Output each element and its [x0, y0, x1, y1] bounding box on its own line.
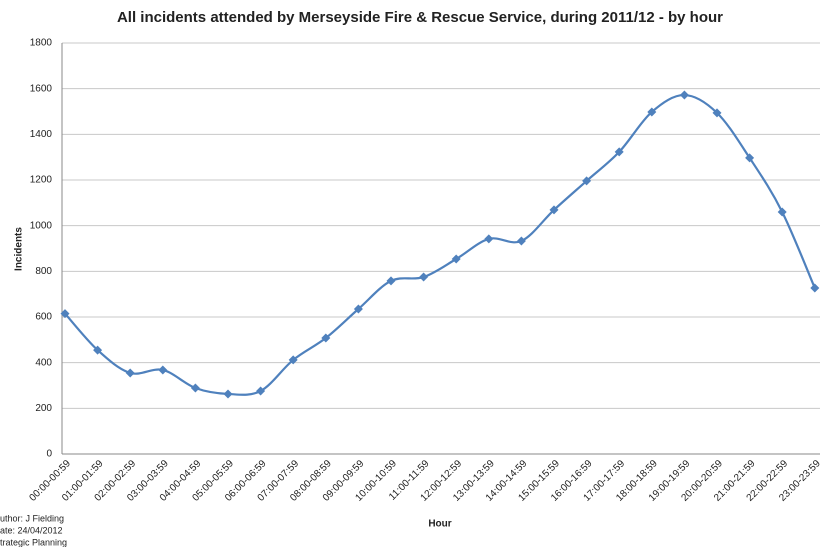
y-tick-label: 1200 — [30, 175, 53, 186]
y-tick-label: 0 — [46, 449, 52, 460]
y-tick-label: 1600 — [30, 83, 53, 94]
y-tick-label: 400 — [35, 357, 52, 368]
marker — [386, 276, 396, 286]
marker — [582, 176, 592, 186]
marker — [353, 304, 363, 314]
marker — [190, 383, 200, 393]
y-tick-label: 1000 — [30, 220, 53, 231]
footnote: uthor: J Fielding — [0, 513, 64, 523]
y-tick-label: 200 — [35, 403, 52, 414]
marker — [679, 90, 689, 100]
marker — [777, 207, 787, 217]
marker — [484, 234, 494, 244]
marker — [516, 236, 526, 246]
y-tick-label: 600 — [35, 312, 52, 323]
series-line — [64, 93, 816, 396]
y-tick-label: 800 — [35, 266, 52, 277]
marker — [223, 389, 233, 399]
marker — [321, 333, 331, 343]
marker — [549, 205, 559, 215]
footnote: trategic Planning — [0, 537, 67, 547]
marker — [125, 368, 135, 378]
marker — [745, 153, 755, 163]
marker — [419, 272, 429, 282]
y-tick-label: 1400 — [30, 129, 53, 140]
marker — [288, 355, 298, 365]
x-axis-label: Hour — [428, 519, 451, 530]
marker — [451, 254, 461, 264]
marker — [60, 309, 70, 319]
marker — [93, 345, 103, 355]
marker — [158, 365, 168, 375]
marker — [810, 283, 820, 293]
marker — [712, 108, 722, 118]
marker — [614, 147, 624, 157]
chart-title: All incidents attended by Merseyside Fir… — [117, 9, 723, 26]
marker — [256, 386, 266, 396]
marker — [647, 107, 657, 117]
y-axis-label: Incidents — [14, 227, 25, 271]
y-tick-label: 1800 — [30, 38, 53, 49]
footnote: ate: 24/04/2012 — [0, 525, 63, 535]
